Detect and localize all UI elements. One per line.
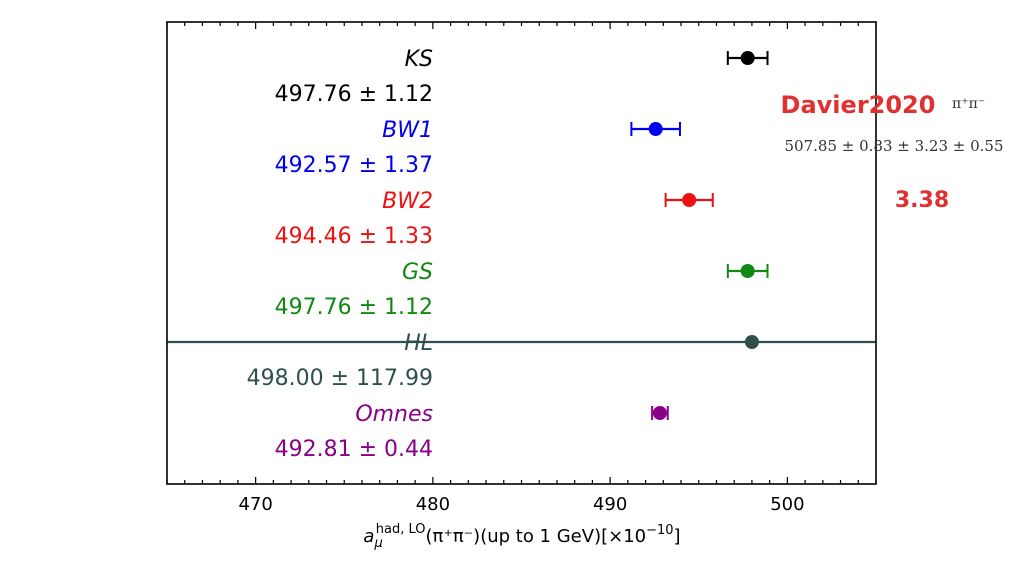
reference-extra-value: 3.38 — [895, 188, 949, 213]
chart-rows: KS 497.76 ± 1.12 BW1 492.57 ± 1.37 BW2 494.46… — [167, 47, 876, 462]
series-label-bw2: BW2 — [382, 189, 433, 214]
reference-channel: π⁺π⁻ — [952, 96, 985, 112]
x-tick-label: 480 — [416, 494, 450, 515]
series-label-omnes: Omnes — [355, 402, 433, 427]
x-tick-label: 490 — [593, 494, 627, 515]
x-tick-label: 500 — [770, 494, 804, 515]
data-point-bw2 — [682, 193, 697, 207]
series-value-ks: 497.76 ± 1.12 — [275, 82, 433, 107]
plot-frame — [166, 21, 877, 485]
x-axis-ticks: 470 480 490 500 — [166, 22, 877, 515]
x-axis-label: aμhad, LO(π⁺π⁻)(up to 1 GeV)[×10−10] — [363, 522, 680, 551]
data-point-ks — [740, 51, 755, 65]
series-label-bw1: BW1 — [382, 118, 433, 143]
series-value-gs: 497.76 ± 1.12 — [275, 295, 433, 320]
x-tick-label: 470 — [238, 494, 272, 515]
data-point-bw1 — [648, 122, 663, 136]
data-point-omnes — [652, 406, 667, 420]
series-label-ks: KS — [405, 47, 433, 72]
series-value-bw1: 492.57 ± 1.37 — [275, 153, 433, 178]
reference-value: 507.85 ± 0.83 ± 3.23 ± 0.55 — [785, 137, 1004, 155]
series-label-gs: GS — [402, 260, 433, 285]
series-value-hl: 498.00 ± 117.99 — [247, 366, 433, 391]
reference-name: Davier2020 — [781, 91, 936, 119]
data-point-hl — [744, 335, 759, 349]
series-value-omnes: 492.81 ± 0.44 — [275, 437, 433, 462]
reference-annotation: Davier2020 π⁺π⁻ 507.85 ± 0.83 ± 3.23 ± 0.5… — [781, 91, 1004, 213]
data-point-gs — [740, 264, 755, 278]
series-label-hl: HL — [404, 331, 433, 356]
series-value-bw2: 494.46 ± 1.33 — [275, 224, 433, 249]
